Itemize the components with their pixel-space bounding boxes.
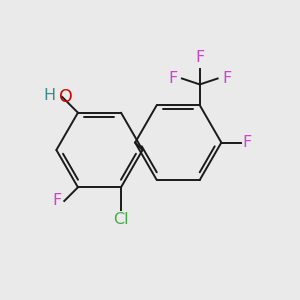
Text: F: F <box>168 71 178 86</box>
Text: F: F <box>195 50 204 65</box>
Text: Cl: Cl <box>113 212 129 227</box>
Text: H: H <box>44 88 56 103</box>
Text: F: F <box>222 71 231 86</box>
Text: F: F <box>52 194 62 208</box>
Text: O: O <box>59 88 73 106</box>
Text: F: F <box>242 135 251 150</box>
